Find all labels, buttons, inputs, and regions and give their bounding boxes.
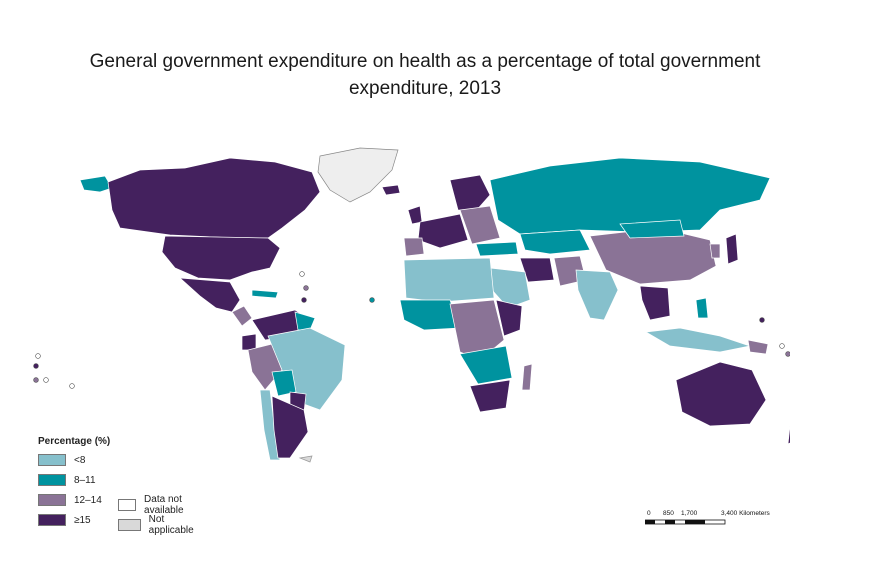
scale-tick-1700: 1,700	[681, 510, 698, 517]
island-marker	[301, 297, 307, 303]
scale-bar: 0 850 1,700 3,400 Kilometers	[645, 510, 770, 540]
legend-title: Percentage (%)	[38, 436, 111, 447]
region-eastern-europe	[459, 205, 501, 245]
region-usa	[161, 235, 281, 281]
region-ecuador	[241, 333, 257, 351]
region-kazakhstan	[519, 229, 591, 255]
legend-item-lt8: <8	[38, 454, 85, 466]
island-marker	[369, 297, 375, 303]
island-marker	[33, 363, 39, 369]
region-indonesia	[644, 327, 752, 353]
legend-swatch-ge15	[38, 514, 66, 526]
region-turkey	[475, 241, 519, 257]
legend-swatch-8-11	[38, 474, 66, 486]
region-png	[747, 339, 769, 355]
scale-bar-graphic	[645, 519, 726, 525]
region-greenland	[317, 147, 399, 203]
scale-tick-3400: 3,400 Kilometers	[721, 510, 770, 517]
region-canada	[107, 157, 321, 239]
region-philippines	[695, 297, 709, 319]
island-marker	[779, 343, 785, 349]
island-marker	[69, 383, 75, 389]
title-line-1: General government expenditure on health…	[89, 51, 761, 72]
legend-swatch-not-applicable	[118, 519, 141, 531]
legend-label-12-14: 12–14	[74, 494, 102, 506]
island-marker	[43, 377, 49, 383]
legend-label-data-not-available: Data not available	[144, 494, 184, 516]
region-western-europe	[417, 213, 469, 249]
island-markers	[33, 271, 790, 389]
region-chile	[259, 389, 281, 461]
region-arabia	[489, 267, 531, 309]
island-marker	[35, 353, 41, 359]
legend-label-not-applicable: Not applicable	[148, 514, 194, 536]
legend-swatch-lt8	[38, 454, 66, 466]
legend-swatch-12-14	[38, 494, 66, 506]
region-east-africa	[495, 299, 523, 337]
island-marker	[759, 317, 765, 323]
island-marker	[33, 377, 39, 383]
legend-label-8-11: 8–11	[74, 474, 96, 486]
region-india	[575, 269, 619, 321]
island-marker	[299, 271, 305, 277]
scale-tick-850: 850	[663, 510, 674, 517]
legend-item-12-14: 12–14	[38, 494, 102, 506]
legend-item-8-11: 8–11	[38, 474, 96, 486]
region-guianas	[294, 311, 316, 331]
legend-label-ge15: ≥15	[74, 514, 91, 526]
region-japan	[725, 233, 739, 265]
legend-item-not-applicable: Not applicable	[118, 514, 199, 536]
region-indochina	[639, 285, 671, 321]
region-mongolia	[619, 219, 685, 239]
region-new-zealand	[787, 425, 790, 445]
region-caribbean	[251, 289, 279, 299]
region-alaska	[79, 175, 113, 193]
region-southern-central-africa	[459, 345, 513, 385]
region-bolivia	[271, 369, 297, 397]
world-map	[33, 147, 790, 463]
region-west-africa	[399, 299, 461, 331]
legend-swatch-data-not-available	[118, 499, 137, 511]
island-marker	[785, 351, 790, 357]
region-central-america	[231, 305, 253, 327]
legend-item-data-not-available: Data not available	[118, 494, 193, 516]
region-madagascar	[521, 363, 533, 391]
legend-item-ge15: ≥15	[38, 514, 91, 526]
legend: Percentage (%) <8 8–11 12–14 ≥15 Data no…	[38, 436, 194, 536]
region-south-africa	[469, 379, 511, 413]
region-argentina	[271, 395, 309, 459]
region-australia	[675, 361, 767, 427]
region-uk	[407, 205, 423, 225]
region-iceland	[381, 184, 401, 196]
island-marker	[303, 285, 309, 291]
title-line-2: expenditure, 2013	[348, 78, 502, 99]
region-korea	[709, 243, 721, 259]
map-title: General government expenditure on health…	[0, 48, 850, 102]
region-russia	[489, 157, 771, 235]
legend-label-lt8: <8	[74, 454, 86, 466]
region-antarctic-islands	[298, 455, 313, 463]
scale-tick-0: 0	[647, 510, 651, 517]
region-mexico	[178, 277, 241, 313]
region-north-africa	[403, 257, 495, 303]
region-scandinavia	[449, 174, 491, 213]
region-iberia	[403, 237, 425, 257]
